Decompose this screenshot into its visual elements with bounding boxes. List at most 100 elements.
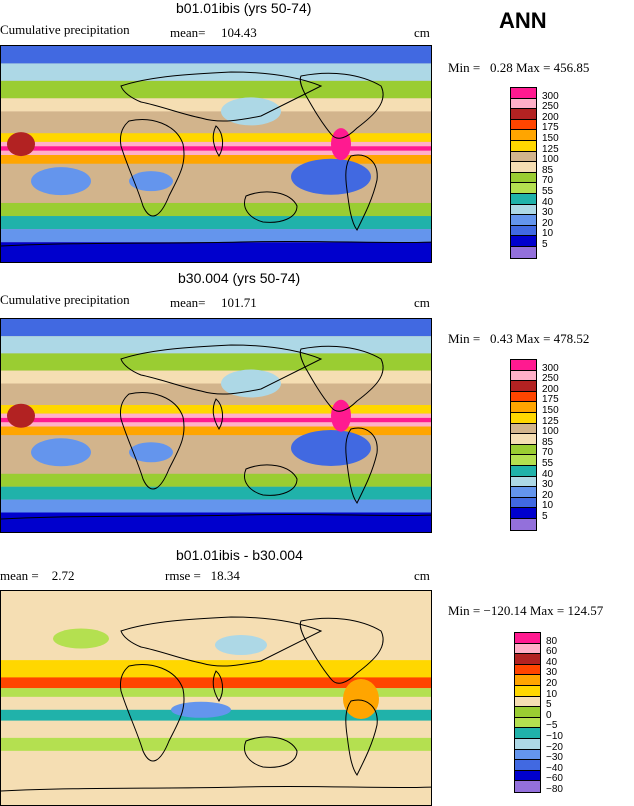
colorbar-swatch: [515, 633, 540, 644]
panel-1-title: b01.01ibis (yrs 50-74): [176, 0, 312, 16]
panel-2-map-plot: [1, 319, 431, 532]
panel-2-minmax: Min = 0.43 Max = 478.52: [448, 331, 590, 346]
colorbar-swatch: [511, 246, 536, 258]
colorbar-level-label: 40: [542, 468, 554, 480]
colorbar-level-label: 70: [542, 447, 554, 459]
colorbar-swatch: [511, 204, 536, 216]
colorbar-swatch: [515, 717, 540, 729]
colorbar-level-label: 10: [542, 500, 554, 512]
colorbar-level-label: 5: [546, 699, 552, 711]
colorbar-level-label: 85: [542, 436, 554, 448]
colorbar-level-label: −40: [546, 762, 563, 774]
colorbar-level-label: 55: [542, 186, 554, 197]
colorbar-swatch: [511, 476, 536, 488]
colorbar-level-label: 30: [542, 479, 554, 491]
panel-3-map: [0, 590, 432, 806]
colorbar-swatch: [511, 162, 536, 173]
colorbar-swatch: [515, 770, 540, 782]
season-label: ANN: [499, 8, 547, 33]
colorbar-level-label: 40: [542, 196, 554, 208]
colorbar-swatch: [511, 391, 536, 403]
colorbar-level-label: 300: [542, 362, 559, 374]
colorbar-level-label: −5: [546, 720, 558, 732]
panel-2-colorbar: [510, 359, 537, 531]
colorbar-level-label: 10: [546, 688, 558, 700]
panel-3-title: b01.01ibis - b30.004: [176, 547, 303, 563]
colorbar-swatch: [511, 444, 536, 456]
panel-2-map: [0, 318, 432, 533]
colorbar-level-label: 5: [542, 239, 548, 250]
panel-1-map: [0, 45, 432, 263]
colorbar-swatch: [511, 434, 536, 445]
colorbar-swatch: [511, 130, 536, 141]
panel-1-units: cm: [414, 25, 430, 40]
panel-3-map-plot: [1, 591, 431, 805]
colorbar-level-label: 200: [542, 111, 559, 123]
panel-2-title: b30.004 (yrs 50-74): [178, 270, 301, 286]
colorbar-swatch: [511, 508, 536, 519]
colorbar-swatch: [515, 760, 540, 771]
colorbar-swatch: [511, 88, 536, 99]
colorbar-level-label: 30: [542, 207, 554, 219]
panel-2-field-label: Cumulative precipitation: [0, 292, 130, 307]
colorbar-swatch: [511, 487, 536, 498]
panel-1-mean-value: 104.43: [221, 25, 257, 40]
colorbar-swatch: [511, 109, 536, 120]
panel-1-minmax: Min = 0.28 Max = 456.85: [448, 60, 590, 75]
colorbar-level-label: 0: [546, 709, 552, 721]
colorbar-swatch: [515, 685, 540, 697]
colorbar-swatch: [511, 402, 536, 413]
colorbar-swatch: [511, 518, 536, 530]
colorbar-swatch: [515, 707, 540, 718]
colorbar-level-label: 55: [542, 458, 554, 469]
colorbar-swatch: [511, 98, 536, 110]
panel-2-units: cm: [414, 295, 430, 310]
colorbar-level-label: 20: [546, 678, 558, 689]
colorbar-level-label: 175: [542, 394, 559, 406]
panel-3-mean: mean = 2.72: [0, 568, 75, 583]
colorbar-level-label: −30: [546, 752, 563, 764]
panel-1-map-plot: [1, 46, 431, 262]
colorbar-level-label: 10: [542, 228, 554, 240]
colorbar-level-label: 300: [542, 90, 559, 102]
colorbar-level-label: 70: [542, 175, 554, 187]
colorbar-swatch: [515, 654, 540, 665]
panel-3-minmax: Min = −120.14 Max = 124.57: [448, 603, 604, 618]
panel-3-colorbar: [514, 632, 541, 793]
panel-3-units: cm: [414, 568, 430, 583]
colorbar-swatch: [511, 151, 536, 163]
colorbar-level-label: 250: [542, 101, 559, 113]
panel-1-colorbar: [510, 87, 537, 259]
colorbar-level-label: 20: [542, 489, 554, 501]
colorbar-level-label: −80: [546, 784, 563, 795]
colorbar-swatch: [511, 497, 536, 509]
colorbar-swatch: [511, 183, 536, 194]
colorbar-swatch: [515, 696, 540, 708]
colorbar-swatch: [511, 381, 536, 392]
colorbar-swatch: [515, 643, 540, 655]
colorbar-level-label: 125: [542, 415, 559, 427]
colorbar-swatch: [515, 781, 540, 792]
colorbar-level-label: −20: [546, 741, 563, 753]
colorbar-level-label: 150: [542, 405, 559, 416]
colorbar-level-label: 100: [542, 154, 559, 166]
colorbar-level-label: 20: [542, 217, 554, 229]
colorbar-swatch: [515, 738, 540, 750]
colorbar-swatch: [511, 172, 536, 184]
colorbar-level-label: 100: [542, 426, 559, 438]
colorbar-swatch: [511, 465, 536, 477]
colorbar-swatch: [515, 664, 540, 676]
colorbar-level-label: 85: [542, 164, 554, 176]
colorbar-level-label: 125: [542, 143, 559, 155]
colorbar-level-label: 175: [542, 122, 559, 134]
colorbar-swatch: [511, 423, 536, 435]
panel-2-mean-label: mean=: [170, 295, 206, 310]
colorbar-swatch: [511, 455, 536, 466]
colorbar-level-label: 200: [542, 383, 559, 395]
colorbar-level-label: −60: [546, 773, 563, 785]
colorbar-level-label: 60: [546, 646, 558, 658]
colorbar-swatch: [511, 215, 536, 226]
colorbar-swatch: [511, 193, 536, 205]
colorbar-level-label: 150: [542, 133, 559, 144]
colorbar-level-label: −10: [546, 731, 563, 742]
